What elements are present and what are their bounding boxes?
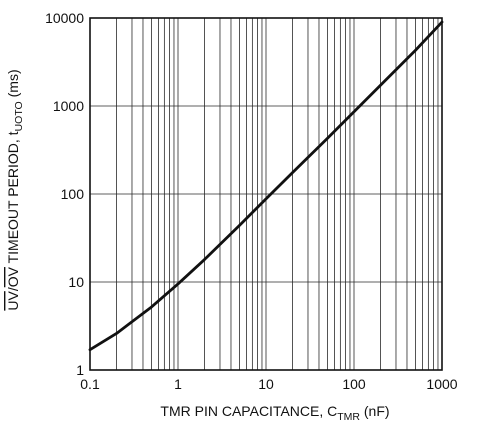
x-tick-label: 10 bbox=[258, 376, 274, 392]
y-tick-labels: 1 10 100 1000 10000 bbox=[45, 10, 84, 378]
x-tick-label: 1000 bbox=[426, 376, 457, 392]
x-axis-label: TMR PIN CAPACITANCE, CTMR (nF) bbox=[160, 403, 389, 423]
x-axis-label-main: TMR PIN CAPACITANCE, C bbox=[160, 403, 337, 419]
y-axis-label-ov: OV bbox=[5, 266, 21, 287]
y-axis-label-slash: / bbox=[5, 287, 21, 291]
plot-frame bbox=[89, 17, 443, 371]
y-tick-label: 100 bbox=[61, 186, 85, 202]
x-axis-label-subscript: TMR bbox=[337, 411, 360, 423]
y-axis-label-uv: UV bbox=[5, 291, 21, 311]
y-tick-label: 1000 bbox=[53, 98, 84, 114]
y-tick-label: 10 bbox=[68, 274, 84, 290]
x-axis-label-unit: (nF) bbox=[360, 403, 390, 419]
series-line-timeout-period bbox=[88, 20, 444, 352]
y-axis-label-subscript: UOTO bbox=[13, 101, 25, 131]
y-tick-label: 1 bbox=[76, 362, 84, 378]
y-axis-label-main: TIMEOUT PERIOD, t bbox=[5, 131, 21, 267]
y-axis-label-unit: (ms) bbox=[5, 69, 21, 101]
series-layer bbox=[88, 20, 444, 352]
grid-lines bbox=[89, 18, 442, 370]
x-tick-label: 1 bbox=[174, 376, 182, 392]
x-tick-label: 0.1 bbox=[80, 376, 100, 392]
y-axis-label: UV/OV TIMEOUT PERIOD, tUOTO (ms) bbox=[5, 69, 25, 310]
x-tick-label: 100 bbox=[342, 376, 366, 392]
y-tick-label: 10000 bbox=[45, 10, 84, 26]
x-tick-labels: 0.1 1 10 100 1000 bbox=[80, 376, 458, 392]
